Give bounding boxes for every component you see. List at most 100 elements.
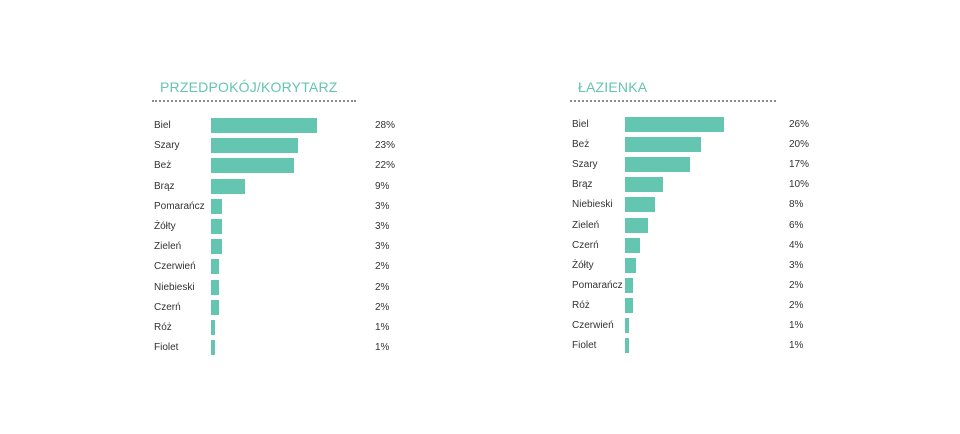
value-label: 4%: [789, 239, 804, 251]
category-label: Beż: [154, 160, 172, 172]
value-label: 2%: [375, 301, 390, 313]
value-label: 22%: [375, 160, 396, 172]
bar: [625, 237, 641, 253]
title-divider: [152, 100, 356, 102]
category-label: Czerń: [154, 301, 181, 313]
bar: [211, 118, 317, 133]
category-label: Szary: [572, 159, 598, 171]
category-label: Biel: [572, 119, 589, 130]
chart-panel-bathroom: ŁAZIENKA: [570, 76, 870, 102]
value-label: 23%: [375, 140, 396, 152]
value-label: 3%: [375, 241, 390, 253]
category-label: Brąz: [154, 180, 175, 192]
bar-row: Beż 22%: [154, 156, 454, 176]
bar: [211, 219, 223, 234]
value-label: 9%: [375, 180, 390, 192]
bar-row: Zieleń 3%: [154, 237, 454, 257]
bar-row: Róż 1%: [154, 318, 454, 338]
bar: [625, 338, 629, 354]
bar: [625, 117, 724, 132]
bar: [625, 217, 648, 233]
value-label: 2%: [789, 279, 804, 291]
chart-title: PRZEDPOKÓJ/KORYTARZ: [160, 79, 338, 95]
bar: [625, 297, 633, 313]
value-label: 2%: [789, 299, 804, 311]
value-label: 8%: [789, 199, 804, 211]
bar-row: Brąz 10%: [572, 175, 872, 195]
bar-row: Róż 2%: [572, 296, 872, 316]
bar: [211, 198, 223, 214]
category-label: Pomarańcz: [154, 200, 205, 212]
category-label: Róż: [154, 322, 172, 333]
bar-row: Czerń 4%: [572, 236, 872, 256]
value-label: 3%: [375, 221, 390, 232]
category-label: Beż: [572, 139, 590, 151]
chart-panel-hallway: PRZEDPOKÓJ/KORYTARZ: [152, 76, 452, 102]
bar-row: Czerń 2%: [154, 298, 454, 318]
value-label: 2%: [375, 261, 390, 273]
bar: [625, 277, 633, 293]
value-label: 20%: [789, 139, 810, 151]
chart-title: ŁAZIENKA: [578, 79, 648, 95]
bar-row: Żółty 3%: [572, 256, 872, 276]
category-label: Zieleń: [572, 219, 600, 231]
value-label: 26%: [789, 119, 810, 130]
category-label: Biel: [154, 120, 171, 131]
value-label: 6%: [789, 219, 804, 231]
value-label: 1%: [789, 340, 804, 352]
value-label: 17%: [789, 159, 810, 171]
bar: [625, 177, 664, 193]
category-label: Fiolet: [572, 340, 597, 352]
category-label: Żółty: [154, 221, 176, 232]
bar: [625, 257, 637, 273]
bar: [211, 239, 223, 255]
value-label: 3%: [789, 259, 804, 271]
bar-row: Biel 26%: [572, 115, 872, 135]
value-label: 1%: [375, 322, 390, 333]
bar-row: Żółty 3%: [154, 217, 454, 237]
bar: [211, 299, 219, 315]
category-label: Brąz: [572, 179, 593, 191]
bar: [211, 259, 219, 275]
bar: [211, 158, 295, 174]
value-label: 10%: [789, 179, 810, 191]
category-label: Szary: [154, 140, 180, 152]
category-label: Róż: [572, 299, 590, 311]
value-label: 1%: [375, 342, 390, 354]
category-label: Czerwień: [572, 320, 614, 331]
category-label: Żółty: [572, 259, 594, 271]
bar-row: Niebieski 2%: [154, 278, 454, 298]
bar-row: Fiolet 1%: [572, 336, 872, 356]
bar: [211, 279, 219, 295]
bar: [625, 157, 690, 173]
category-label: Zieleń: [154, 241, 182, 253]
bar-row: Fiolet 1%: [154, 338, 454, 358]
bar-row: Biel 28%: [154, 116, 454, 136]
bar-row: Szary 23%: [154, 136, 454, 156]
bar: [625, 318, 629, 333]
category-label: Niebieski: [572, 199, 613, 211]
bar: [211, 138, 299, 154]
bar-row: Czerwień 1%: [572, 316, 872, 336]
bar-row: Brąz 9%: [154, 177, 454, 197]
value-label: 3%: [375, 200, 390, 212]
bar-row: Pomarańcz 3%: [154, 197, 454, 217]
bar-row: Szary 17%: [572, 155, 872, 175]
category-label: Czerwień: [154, 261, 196, 273]
bar: [211, 320, 215, 335]
value-label: 1%: [789, 320, 804, 331]
bar-row: Zieleń 6%: [572, 216, 872, 236]
bar: [211, 178, 246, 194]
category-label: Pomarańcz: [572, 279, 623, 291]
bar-row: Niebieski 8%: [572, 195, 872, 215]
bar: [211, 340, 215, 356]
category-label: Niebieski: [154, 281, 195, 293]
bar: [625, 197, 656, 213]
category-label: Czerń: [572, 239, 599, 251]
bar-row: Beż 20%: [572, 135, 872, 155]
bar-row: Czerwień 2%: [154, 257, 454, 277]
title-divider: [570, 100, 776, 102]
bar-row: Pomarańcz 2%: [572, 276, 872, 296]
category-label: Fiolet: [154, 342, 179, 354]
